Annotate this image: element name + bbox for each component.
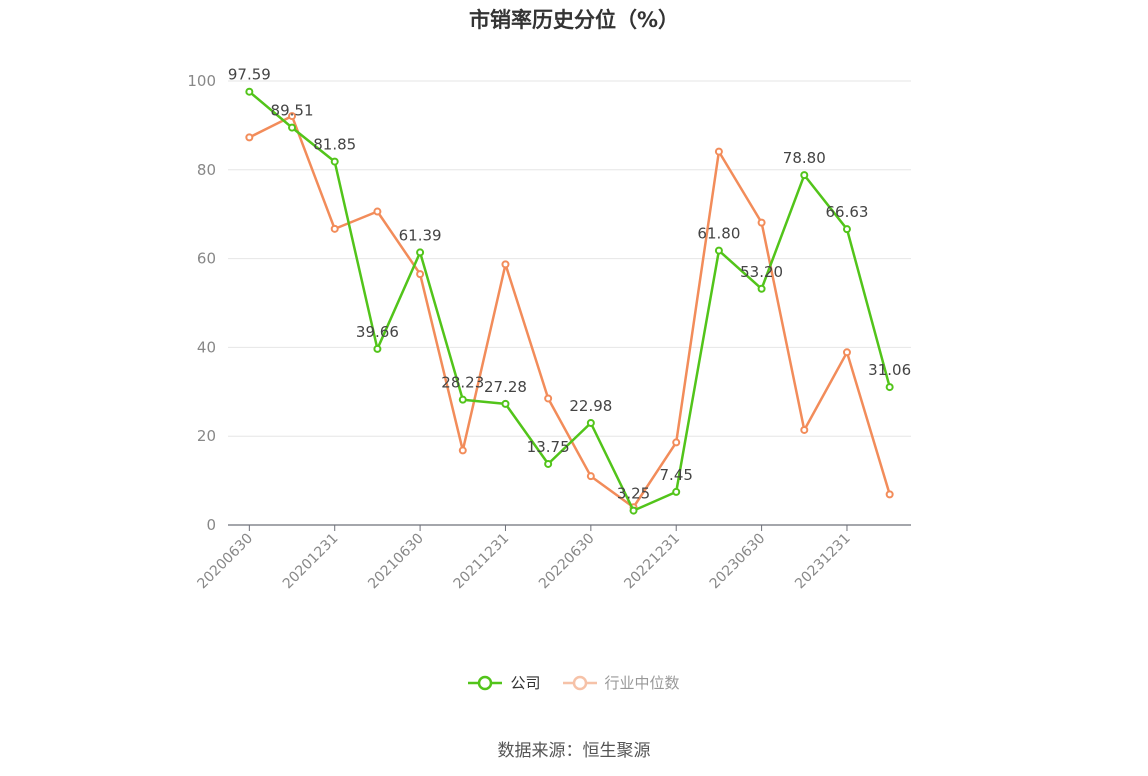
chart-title: 市销率历史分位（%） [468, 8, 680, 32]
x-tick-label-20210630: 20210630 [365, 531, 427, 593]
series-1-point-8 [586, 472, 595, 481]
data-label-4: 61.39 [399, 226, 442, 244]
data-label-2: 81.85 [313, 136, 356, 154]
series-1-point-6 [501, 260, 510, 269]
series-0-point-8 [586, 418, 595, 427]
series-1-point-0 [245, 133, 254, 142]
legend-company-icon [468, 675, 503, 690]
data-label-14: 66.63 [825, 203, 868, 221]
series-1-point-7 [544, 394, 553, 403]
series-line-0 [248, 90, 891, 512]
legend-item-industry[interactable]: 行业中位数 [562, 672, 680, 693]
y-tick-label-0: 0 [206, 516, 216, 534]
x-tick-label-20211231: 20211231 [451, 531, 513, 593]
series-0-point-12 [757, 284, 766, 293]
data-label-12: 53.20 [740, 263, 783, 281]
legend-label-industry: 行业中位数 [604, 674, 680, 692]
data-label-3: 39.66 [356, 323, 399, 341]
data-label-13: 78.80 [783, 149, 826, 167]
series-1-point-14 [842, 348, 851, 357]
x-tick-label-20230630: 20230630 [707, 531, 769, 593]
data-label-10: 7.45 [660, 466, 693, 484]
x-tick-label-20221231: 20221231 [621, 531, 683, 593]
series-1-point-4 [416, 270, 425, 279]
series-0-point-2 [330, 157, 339, 166]
series-1-point-1 [288, 112, 297, 121]
data-label-0: 97.59 [228, 66, 271, 84]
series-0-point-1 [288, 123, 297, 132]
series-0-point-11 [714, 246, 723, 255]
x-tick-label-20200630: 20200630 [194, 531, 256, 593]
series-0-point-0 [245, 87, 254, 96]
series-1-point-3 [373, 207, 382, 216]
series-0-point-4 [416, 248, 425, 257]
series-0-point-13 [800, 171, 809, 180]
data-label-11: 61.80 [697, 225, 740, 243]
x-tick-label-20201231: 20201231 [280, 531, 342, 593]
data-label-1: 89.51 [271, 102, 314, 120]
data-label-7: 13.75 [527, 438, 570, 456]
series-1-point-12 [757, 218, 766, 227]
legend-industry-icon [562, 675, 597, 690]
series-1-point-11 [714, 147, 723, 156]
data-label-5: 28.23 [441, 374, 484, 392]
y-tick-label-40: 40 [197, 338, 216, 356]
series-0-point-5 [458, 395, 467, 404]
series-0-point-9 [629, 506, 638, 515]
series-0-point-10 [672, 487, 681, 496]
y-tick-label-60: 60 [197, 250, 216, 268]
data-source: 数据来源：恒生聚源 [497, 741, 651, 761]
series-1-point-13 [800, 425, 809, 434]
legend-label-company: 公司 [510, 674, 541, 692]
series-0-point-14 [842, 225, 851, 234]
legend-item-company[interactable]: 公司 [468, 672, 541, 693]
series-0-point-3 [373, 344, 382, 353]
series-1-point-10 [672, 438, 681, 447]
series-1-point-15 [885, 490, 894, 499]
series-0-point-15 [885, 383, 894, 392]
y-tick-label-20: 20 [197, 427, 216, 445]
legend: 公司 行业中位数 [0, 672, 1148, 693]
y-tick-label-80: 80 [197, 161, 216, 179]
data-label-6: 27.28 [484, 378, 527, 396]
data-label-8: 22.98 [569, 397, 612, 415]
y-tick-label-100: 100 [187, 72, 216, 90]
series-1-point-5 [458, 446, 467, 455]
series-line-1 [248, 114, 891, 509]
data-label-15: 31.06 [868, 361, 911, 379]
x-tick-label-20231231: 20231231 [792, 531, 854, 593]
series-0-point-6 [501, 399, 510, 408]
x-tick-label-20220630: 20220630 [536, 531, 598, 593]
series-0-point-7 [544, 459, 553, 468]
data-label-9: 3.25 [617, 485, 650, 503]
series-1-point-2 [330, 224, 339, 233]
